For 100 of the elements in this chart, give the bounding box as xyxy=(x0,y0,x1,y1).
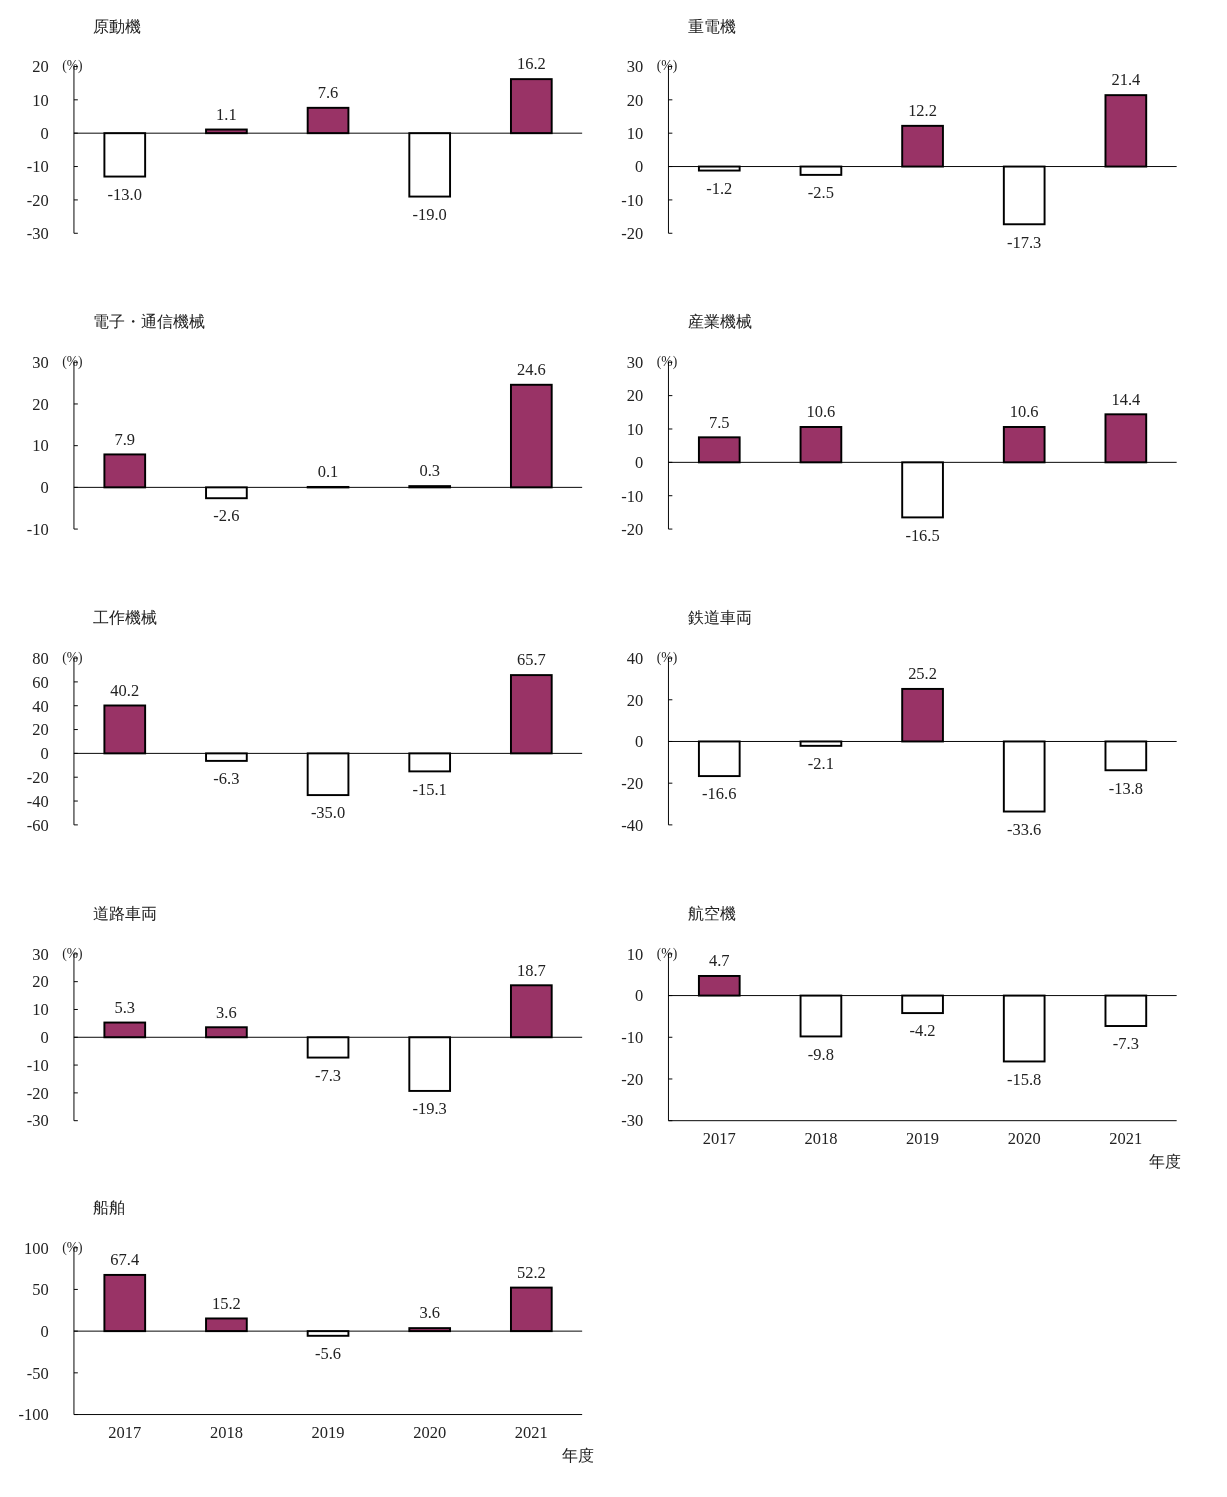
data-label: -15.1 xyxy=(412,779,447,799)
y-tick-label: 0 xyxy=(635,453,644,473)
y-tick-label: 0 xyxy=(40,744,49,764)
data-label: 18.7 xyxy=(516,960,546,980)
y-tick-label: 10 xyxy=(32,90,49,110)
y-tick-label: -50 xyxy=(26,1363,49,1383)
y-tick-label: 30 xyxy=(32,353,49,373)
chart-title: 道路車両 xyxy=(93,903,158,923)
y-tick-label: -40 xyxy=(26,791,49,811)
data-label: 10.6 xyxy=(806,402,836,422)
y-tick-label: -10 xyxy=(26,1055,49,1075)
y-tick-label: 60 xyxy=(32,672,49,692)
data-label: 12.2 xyxy=(908,101,937,121)
data-label: -33.6 xyxy=(1007,819,1042,839)
y-tick-label: 0 xyxy=(635,986,644,1006)
data-label: 0.1 xyxy=(317,462,339,482)
y-tick-label: 20 xyxy=(32,394,49,414)
y-tick-label: 50 xyxy=(32,1280,49,1300)
x-axis-title: 年度 xyxy=(1149,1152,1182,1172)
y-tick-label: -100 xyxy=(18,1405,49,1425)
data-label: -2.5 xyxy=(807,183,834,203)
y-tick-label: 80 xyxy=(32,648,49,668)
y-tick-label: -10 xyxy=(621,486,644,506)
y-tick-label: 0 xyxy=(40,1321,49,1341)
data-label: 7.6 xyxy=(317,83,339,103)
data-label: -1.2 xyxy=(706,178,733,198)
data-label: 4.7 xyxy=(708,951,730,971)
chart-title: 船舶 xyxy=(93,1197,126,1217)
y-tick-label: 0 xyxy=(40,1028,49,1048)
x-tick-label: 2019 xyxy=(311,1422,345,1442)
data-label: -19.0 xyxy=(412,204,447,224)
y-axis-title: (%) xyxy=(656,945,678,962)
data-label: 16.2 xyxy=(516,54,546,74)
x-tick-label: 2017 xyxy=(702,1128,736,1148)
data-label: -13.8 xyxy=(1108,778,1143,798)
y-axis-title: (%) xyxy=(62,354,83,371)
y-tick-label: 0 xyxy=(635,157,644,177)
y-tick-label: 0 xyxy=(635,732,644,752)
x-tick-label: 2021 xyxy=(1109,1128,1143,1148)
data-label: 3.6 xyxy=(419,1303,440,1323)
data-label: 21.4 xyxy=(1111,70,1141,90)
y-tick-label: -30 xyxy=(26,224,49,244)
data-label: -2.6 xyxy=(213,506,240,526)
y-tick-label: -30 xyxy=(26,1111,49,1131)
y-tick-label: 0 xyxy=(40,478,49,498)
chart-title: 航空機 xyxy=(687,903,736,923)
y-tick-label: 20 xyxy=(626,386,644,406)
y-tick-label: 10 xyxy=(626,419,644,439)
data-label: 65.7 xyxy=(516,650,546,670)
data-label: -13.0 xyxy=(107,184,142,204)
y-tick-label: 30 xyxy=(32,944,49,964)
y-axis-title: (%) xyxy=(62,649,83,666)
y-tick-label: -10 xyxy=(621,190,644,210)
y-tick-label: 20 xyxy=(32,57,49,77)
x-tick-label: 2020 xyxy=(413,1422,447,1442)
y-axis-title: (%) xyxy=(656,58,678,75)
x-axis-title: 年度 xyxy=(562,1446,595,1466)
y-axis-title: (%) xyxy=(62,1239,83,1256)
y-tick-label: 30 xyxy=(626,57,644,77)
chart-title: 工作機械 xyxy=(93,608,158,628)
data-label: -35.0 xyxy=(310,803,346,823)
y-tick-label: 10 xyxy=(32,436,49,456)
y-axis-title: (%) xyxy=(656,649,678,666)
x-tick-label: 2020 xyxy=(1007,1128,1041,1148)
data-label: 7.5 xyxy=(708,412,730,432)
y-tick-label: -20 xyxy=(26,768,49,788)
data-label: -19.3 xyxy=(412,1099,447,1119)
y-tick-label: 40 xyxy=(626,648,644,668)
y-tick-label: 30 xyxy=(626,353,644,373)
y-tick-label: -20 xyxy=(621,519,644,539)
y-tick-label: 10 xyxy=(626,124,644,143)
data-label: 25.2 xyxy=(908,664,937,684)
data-label: -6.3 xyxy=(213,769,240,789)
y-tick-label: 100 xyxy=(24,1238,49,1258)
data-label: 15.2 xyxy=(212,1293,241,1313)
data-label: 10.6 xyxy=(1009,402,1039,422)
chart-title: 原動機 xyxy=(93,16,142,36)
y-tick-label: -40 xyxy=(621,815,644,835)
data-label: 5.3 xyxy=(114,997,136,1017)
y-tick-label: -20 xyxy=(621,1069,644,1089)
data-label: -17.3 xyxy=(1007,232,1042,252)
data-label: -16.5 xyxy=(905,525,940,545)
y-tick-label: -10 xyxy=(26,157,49,177)
data-label: 0.3 xyxy=(419,461,440,481)
y-tick-label: 20 xyxy=(32,720,49,740)
data-label: 1.1 xyxy=(216,104,237,124)
data-label: 14.4 xyxy=(1111,389,1141,409)
data-label: 67.4 xyxy=(110,1250,140,1270)
y-tick-label: -20 xyxy=(26,1083,49,1103)
y-tick-label: 20 xyxy=(626,90,644,110)
y-tick-label: -60 xyxy=(26,815,49,835)
data-label: 40.2 xyxy=(110,680,140,700)
chart-title: 産業機械 xyxy=(687,312,752,332)
x-tick-label: 2018 xyxy=(804,1128,838,1148)
y-tick-label: 40 xyxy=(32,696,49,716)
data-label: -16.6 xyxy=(702,784,737,804)
y-tick-label: -20 xyxy=(621,773,644,793)
y-axis-title: (%) xyxy=(62,945,83,962)
chart-title: 電子・通信機械 xyxy=(93,312,206,332)
y-axis-title: (%) xyxy=(62,58,83,75)
